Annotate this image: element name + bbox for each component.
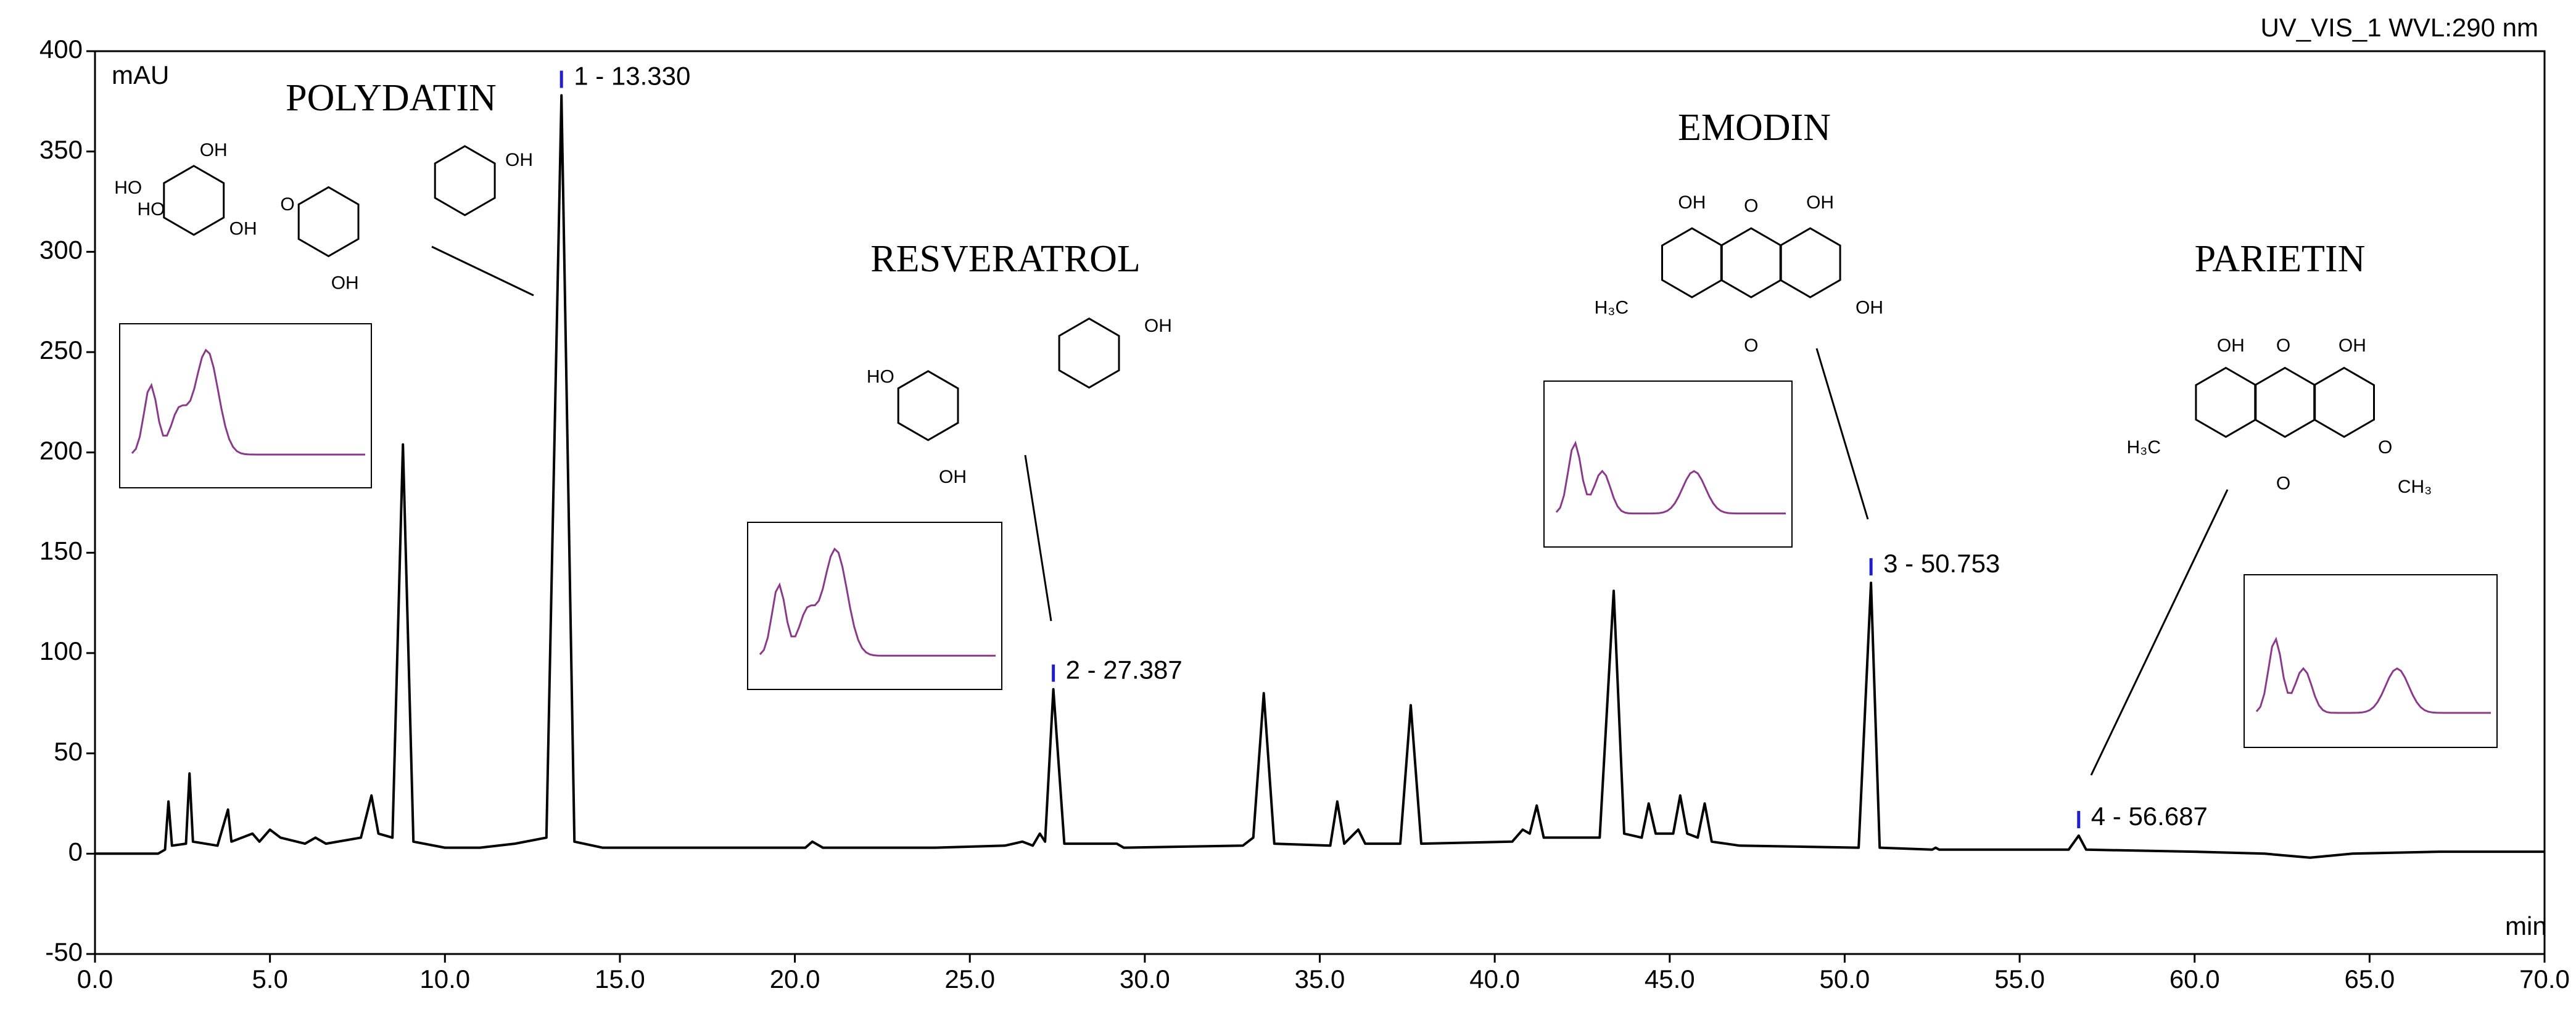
x-tick-label: 55.0 — [1994, 964, 2045, 993]
structure-label: OH — [1856, 298, 1883, 318]
peak-label: 1 - 13.330 — [574, 62, 690, 91]
x-unit: min — [2505, 911, 2547, 940]
structure-label: HO — [137, 199, 165, 220]
uv-spectrum-inset — [2244, 574, 2498, 748]
structure-label: OH — [1806, 192, 1834, 213]
inset-frame — [1543, 380, 1793, 548]
compound-name: POLYDATIN — [286, 77, 497, 119]
y-tick-label: 350 — [39, 135, 83, 164]
x-tick-label: 45.0 — [1645, 964, 1695, 993]
x-tick-label: 40.0 — [1469, 964, 1520, 993]
x-tick-label: 60.0 — [2169, 964, 2220, 993]
inset-spectrum — [131, 348, 365, 456]
structure-label: H₃C — [1595, 298, 1629, 318]
compound-name: PARIETIN — [2195, 238, 2366, 280]
x-tick-label: 0.0 — [77, 964, 113, 993]
structure-ring — [2313, 366, 2375, 438]
structure-label: O — [1744, 335, 1758, 356]
structure-label: H₃C — [2126, 437, 2161, 458]
chromatogram-trace — [95, 94, 2545, 859]
y-tick-label: 300 — [39, 235, 83, 264]
x-tick-label: 5.0 — [252, 964, 287, 993]
peak-label: 2 - 27.387 — [1066, 656, 1183, 685]
x-tick-label: 35.0 — [1295, 964, 1345, 993]
structure-label: OH — [331, 273, 359, 294]
structure-label: OH — [2217, 335, 2245, 356]
structure-ring — [1661, 227, 1723, 298]
x-tick-label: 65.0 — [2344, 964, 2395, 993]
x-tick-label: 25.0 — [944, 964, 995, 993]
peak-label: 3 - 50.753 — [1883, 549, 2000, 578]
structure-label: HO — [867, 366, 894, 387]
x-tick-label: 50.0 — [1820, 964, 1870, 993]
uv-spectrum-inset — [119, 323, 372, 488]
uv-spectrum-inset — [747, 522, 1002, 690]
inset-spectrum — [1555, 440, 1786, 515]
inset-frame — [119, 323, 372, 488]
structure-ring — [297, 186, 360, 258]
structure-ring — [1779, 227, 1841, 298]
x-tick-label: 70.0 — [2519, 964, 2570, 993]
x-tick-label: 15.0 — [595, 964, 645, 993]
structure-ring — [897, 370, 959, 442]
structure-label: O — [280, 194, 294, 215]
structure-label: OH — [200, 140, 228, 160]
leader-line — [1024, 454, 1052, 622]
x-tick-label: 30.0 — [1120, 964, 1170, 993]
structure-label: OH — [1144, 316, 1172, 336]
compound-name: EMODIN — [1678, 107, 1831, 149]
x-tick-label: 20.0 — [770, 964, 820, 993]
structure-label: OH — [505, 150, 533, 170]
detector-header: UV_VIS_1 WVL:290 nm — [2260, 13, 2538, 42]
inset-frame — [2244, 574, 2498, 748]
structure-label: CH₃ — [2398, 477, 2432, 497]
structure-ring — [434, 145, 496, 216]
structure-ring — [2195, 366, 2257, 438]
leader-line — [1815, 348, 1869, 520]
structure-label: OH — [1678, 192, 1706, 213]
x-tick-label: 10.0 — [419, 964, 470, 993]
y-tick-label: 150 — [39, 536, 83, 565]
uv-spectrum-inset — [1543, 380, 1793, 548]
y-tick-label: 100 — [39, 636, 83, 665]
y-tick-label: 250 — [39, 335, 83, 364]
structure-label: HO — [114, 178, 142, 198]
compound-name: RESVERATROL — [870, 238, 1140, 280]
structure-label: O — [2276, 335, 2290, 356]
structure-ring — [1720, 227, 1782, 298]
y-tick-label: 50 — [54, 737, 83, 766]
structure-ring — [2254, 366, 2316, 438]
y-tick-label: 400 — [39, 35, 83, 64]
structure-label: OH — [229, 219, 257, 239]
y-tick-label: 200 — [39, 436, 83, 465]
y-tick-label: -50 — [45, 937, 83, 966]
structure-ring — [163, 165, 225, 236]
inset-spectrum — [759, 547, 996, 657]
structure-label: O — [2276, 474, 2290, 494]
leader-line — [431, 245, 534, 297]
structure-ring — [1058, 317, 1120, 389]
inset-frame — [747, 522, 1002, 690]
structure-label: OH — [2339, 335, 2366, 356]
inset-spectrum — [2255, 636, 2491, 714]
structure-label: O — [2378, 437, 2392, 458]
structure-label: O — [1744, 195, 1758, 216]
structure-label: OH — [939, 467, 967, 487]
leader-line — [2090, 489, 2229, 776]
y-unit: mAU — [112, 60, 169, 89]
peak-label: 4 - 56.687 — [2091, 802, 2208, 831]
y-tick-label: 0 — [68, 837, 83, 866]
